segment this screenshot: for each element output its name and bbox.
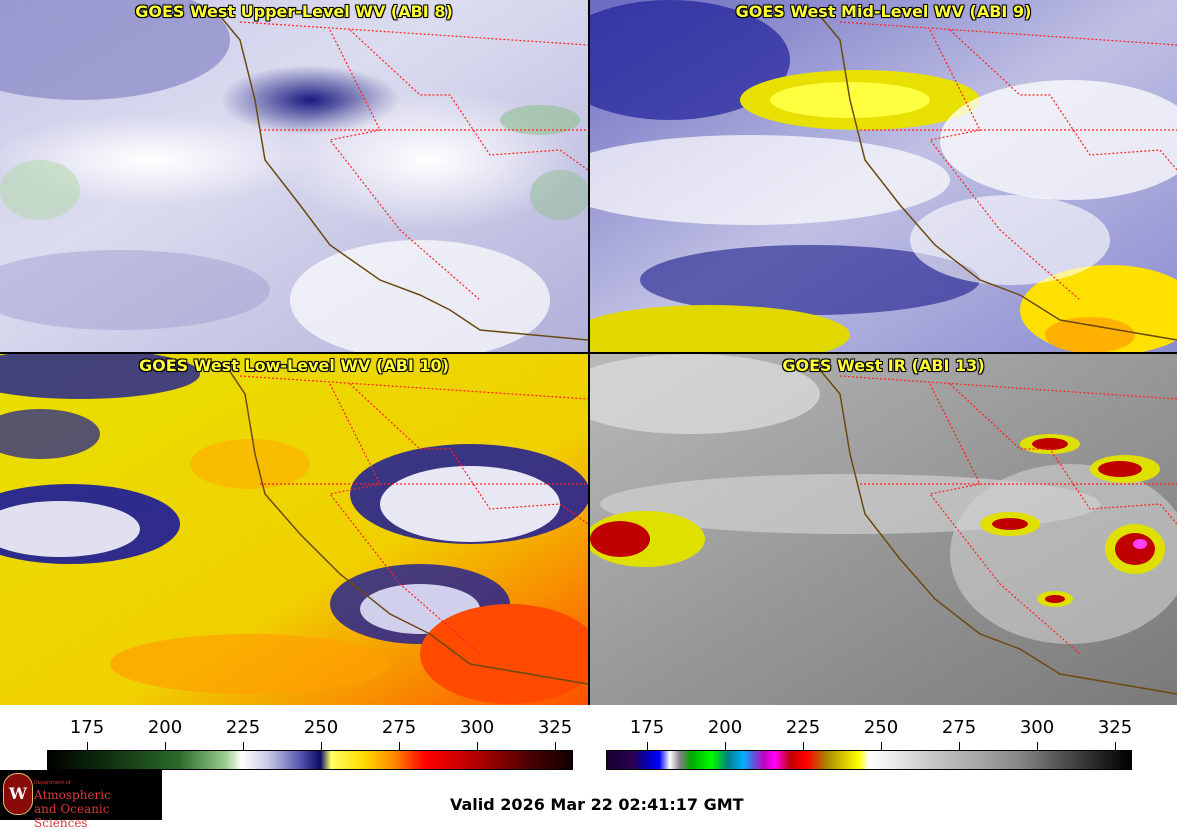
ir-colorbar-gradient xyxy=(606,750,1132,770)
colorbar-tick-label: 300 xyxy=(1019,717,1055,738)
colorbar-tick-label: 225 xyxy=(785,717,821,738)
colorbar-tick-label: 175 xyxy=(629,717,665,738)
colorbar-tick-label: 275 xyxy=(381,717,417,738)
colorbar-tick xyxy=(1115,742,1116,750)
colorbar-tick-label: 200 xyxy=(147,717,183,738)
logo-line-2: Atmospheric xyxy=(34,788,111,802)
mid-level-wv-panel: GOES West Mid-Level WV (ABI 9) xyxy=(590,0,1177,352)
colorbar-tick xyxy=(555,742,556,750)
colorbar-tick xyxy=(647,742,648,750)
low-level-wv-panel: GOES West Low-Level WV (ABI 10) xyxy=(0,354,588,705)
ir-panel: GOES West IR (ABI 13) xyxy=(590,354,1177,705)
colorbar-tick-label: 300 xyxy=(459,717,495,738)
colorbar-tick xyxy=(477,742,478,750)
logo-line-1: Department of xyxy=(34,780,71,786)
panel-title: GOES West Upper-Level WV (ABI 8) xyxy=(135,2,453,21)
colorbar-tick-label: 175 xyxy=(69,717,105,738)
ir-image xyxy=(590,354,1177,705)
panel-title: GOES West Low-Level WV (ABI 10) xyxy=(138,356,449,375)
valid-time-label: Valid 2026 Mar 22 02:41:17 GMT xyxy=(450,795,744,814)
colorbar-tick-label: 200 xyxy=(707,717,743,738)
colorbar-tick-label: 325 xyxy=(537,717,573,738)
colorbar-tick xyxy=(725,742,726,750)
panel-title: GOES West IR (ABI 13) xyxy=(782,356,985,375)
low-level-wv-image xyxy=(0,354,588,705)
colorbar-tick-label: 225 xyxy=(225,717,261,738)
colorbar-tick xyxy=(881,742,882,750)
wv-colorbar-gradient xyxy=(47,750,573,770)
seal-letter: W xyxy=(9,784,27,803)
logo-line-3: and Oceanic Sciences xyxy=(34,802,110,830)
upper-level-wv-panel: GOES West Upper-Level WV (ABI 8) xyxy=(0,0,588,352)
mid-level-wv-image xyxy=(590,0,1177,352)
uw-aos-logo: W Department of Atmospheric and Oceanic … xyxy=(0,770,162,830)
colorbar-tick-label: 250 xyxy=(863,717,899,738)
colorbar-tick xyxy=(959,742,960,750)
colorbar-tick xyxy=(803,742,804,750)
colorbar-tick-label: 250 xyxy=(303,717,339,738)
colorbar-tick xyxy=(321,742,322,750)
colorbar-tick xyxy=(243,742,244,750)
colorbar-tick-label: 275 xyxy=(941,717,977,738)
colorbar-tick xyxy=(87,742,88,750)
colorbar-tick xyxy=(1037,742,1038,750)
upper-level-wv-image xyxy=(0,0,588,352)
uw-seal-icon: W xyxy=(3,773,33,815)
panel-title: GOES West Mid-Level WV (ABI 9) xyxy=(735,2,1032,21)
colorbar-tick xyxy=(165,742,166,750)
colorbar-tick-label: 325 xyxy=(1097,717,1133,738)
colorbar-tick xyxy=(399,742,400,750)
panel-divider-horizontal xyxy=(0,352,1177,354)
